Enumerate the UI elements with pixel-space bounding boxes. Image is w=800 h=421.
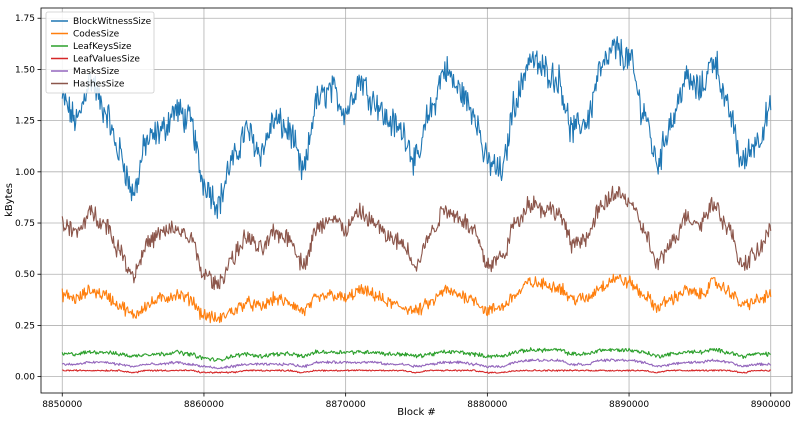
y-tick-label: 1.25	[15, 117, 35, 127]
series-line-MasksSize	[61, 358, 772, 370]
y-tick-label: 1.50	[15, 65, 35, 75]
legend-label: LeafKeysSize	[73, 42, 132, 52]
x-tick-label: 8880000	[467, 400, 507, 410]
axis-ticks: 8850000 8860000 8870000 8880000 8890000 89000…	[15, 14, 791, 410]
legend-label: CodesSize	[73, 30, 120, 40]
legend-label: HashesSize	[73, 80, 125, 90]
y-tick-label: 0.25	[15, 321, 35, 331]
y-tick-label: 0.50	[15, 270, 35, 280]
series-line-LeafValuesSize	[62, 369, 771, 374]
legend-label: BlockWitnessSize	[73, 17, 152, 27]
series-line-LeafKeysSize	[61, 347, 771, 362]
x-tick-label: 8870000	[326, 400, 366, 410]
series-line-BlockWitnessSize	[61, 36, 772, 219]
y-axis-label: kBytes	[4, 183, 15, 217]
y-tick-label: 0.00	[15, 373, 35, 383]
x-tick-label: 8860000	[184, 400, 224, 410]
x-tick-label: 8850000	[42, 400, 82, 410]
legend-label: MasksSize	[73, 67, 120, 77]
legend: BlockWitnessSize CodesSize LeafKeysSize Lea…	[45, 11, 155, 94]
x-tick-label: 8900000	[751, 400, 791, 410]
series-lines	[61, 36, 772, 374]
series-line-HashesSize	[61, 185, 772, 291]
legend-label: LeafValuesSize	[73, 55, 140, 65]
series-line-CodesSize	[61, 273, 772, 324]
grid-lines	[41, 8, 792, 393]
y-tick-label: 1.75	[15, 14, 35, 24]
x-tick-label: 8890000	[609, 400, 649, 410]
y-tick-label: 1.00	[15, 168, 35, 178]
plot-frame	[40, 7, 793, 394]
x-axis-label: Block #	[397, 407, 436, 418]
legend-box	[45, 11, 155, 94]
y-tick-label: 0.75	[15, 219, 35, 229]
